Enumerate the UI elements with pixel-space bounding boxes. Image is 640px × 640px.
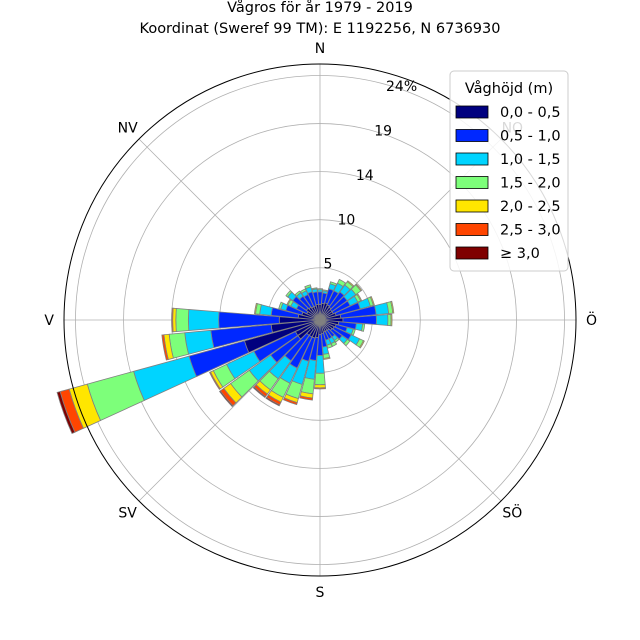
rose-bar-200-5 bbox=[282, 397, 298, 406]
rose-bar-160-3 bbox=[326, 343, 333, 349]
rose-bar-280-4 bbox=[254, 302, 258, 315]
rose-bar-20-3 bbox=[329, 281, 338, 287]
rose-bar-90-4 bbox=[390, 313, 393, 327]
rose-bar-180-2 bbox=[315, 354, 325, 374]
rose-bar-230-6 bbox=[218, 390, 234, 408]
radial-tick-1: 10 bbox=[337, 212, 355, 228]
chart-title: Vågros för år 1979 - 2019 bbox=[227, 0, 413, 16]
radial-tick-4: 24% bbox=[386, 79, 417, 95]
rose-bars bbox=[56, 278, 395, 435]
polar-grid bbox=[64, 64, 576, 576]
direction-label-0: N bbox=[315, 41, 325, 57]
rose-bar-130-3 bbox=[343, 338, 351, 347]
rose-bar-180-5 bbox=[314, 387, 326, 390]
rose-bar-90-2 bbox=[375, 314, 389, 326]
legend-title: Våghöjd (m) bbox=[465, 80, 553, 97]
rose-bar-170-4 bbox=[323, 356, 331, 360]
rose-bar-290-3 bbox=[278, 301, 284, 310]
rose-bar-110-3 bbox=[350, 328, 356, 336]
rose-bar-270-2 bbox=[187, 309, 220, 331]
rose-bar-250-6 bbox=[56, 391, 76, 435]
direction-label-7: NV bbox=[118, 121, 138, 137]
rose-bar-80-4 bbox=[390, 300, 395, 314]
legend-swatch-2 bbox=[455, 152, 489, 166]
rose-bar-60-4 bbox=[356, 293, 363, 302]
legend-swatch-3 bbox=[455, 176, 489, 189]
rose-bar-320-3 bbox=[294, 290, 302, 297]
polar-frame bbox=[63, 63, 577, 577]
rose-bar-0-3 bbox=[317, 288, 323, 291]
legend-label-1: 0,5 - 1,0 bbox=[500, 129, 561, 145]
direction-label-4: S bbox=[316, 585, 325, 601]
rose-bar-260-5 bbox=[161, 334, 169, 361]
radial-tick-3: 19 bbox=[374, 124, 392, 140]
direction-label-2: Ö bbox=[586, 311, 597, 329]
rose-bar-270-3 bbox=[175, 308, 190, 332]
legend: Våghöjd (m) 0,0 - 0,5 0,5 - 1,0 1,0 - 1,5 1… bbox=[449, 70, 569, 272]
legend-swatch-0 bbox=[455, 105, 489, 119]
rose-bar-180-3 bbox=[314, 372, 326, 386]
rose-bar-330-3 bbox=[299, 288, 307, 294]
rose-bar-150-3 bbox=[330, 340, 338, 347]
legend-label-2: 1,0 - 1,5 bbox=[500, 152, 561, 168]
legend-swatch-5 bbox=[455, 223, 489, 236]
rose-bar-190-5 bbox=[299, 395, 314, 401]
legend-swatch-4 bbox=[455, 199, 489, 213]
rose-bar-10-3 bbox=[322, 289, 329, 293]
rose-bar-70-4 bbox=[369, 295, 375, 306]
rose-bar-210-6 bbox=[265, 396, 281, 407]
radial-tick-2: 14 bbox=[356, 168, 374, 184]
rose-bar-340-3 bbox=[304, 284, 312, 290]
grid-spoke-135 bbox=[319, 319, 502, 502]
rose-bar-80-2 bbox=[374, 302, 390, 316]
rose-bar-300-4 bbox=[286, 298, 292, 306]
legend-label-5: 2,5 - 3,0 bbox=[500, 223, 561, 239]
rose-bar-30-3 bbox=[336, 278, 347, 288]
rose-bar-240-5 bbox=[209, 371, 221, 390]
legend-items: 0,0 - 0,5 0,5 - 1,0 1,0 - 1,5 1,5 - 2,0 2,0 … bbox=[455, 105, 561, 262]
rose-bar-280-2 bbox=[259, 304, 273, 316]
legend-label-4: 2,0 - 2,5 bbox=[500, 199, 561, 215]
legend-swatch-1 bbox=[455, 129, 489, 142]
legend-swatch-6 bbox=[455, 246, 489, 260]
legend-box bbox=[449, 70, 569, 272]
direction-label-5: SV bbox=[118, 505, 137, 521]
legend-label-3: 1,5 - 2,0 bbox=[500, 176, 561, 192]
grid-spoke-315 bbox=[138, 138, 321, 321]
radial-tick-0: 5 bbox=[324, 257, 333, 273]
outer-circle bbox=[63, 63, 577, 577]
legend-label-0: 0,0 - 0,5 bbox=[500, 105, 561, 121]
direction-label-6: V bbox=[44, 313, 54, 329]
rose-bar-50-4 bbox=[355, 283, 363, 292]
legend-label-6: ≥ 3,0 bbox=[500, 246, 540, 262]
rose-bar-270-5 bbox=[171, 307, 174, 333]
rose-bar-100-3 bbox=[360, 323, 366, 332]
rose-bar-350-3 bbox=[311, 287, 318, 291]
chart-subtitle: Koordinat (Sweref 99 TM): E 1192256, N 6… bbox=[140, 21, 501, 37]
rose-bar-220-6 bbox=[252, 386, 267, 399]
rose-bar-40-4 bbox=[346, 280, 355, 288]
rose-bar-310-3 bbox=[285, 290, 293, 298]
direction-label-3: SÖ bbox=[502, 503, 522, 521]
rose-bar-250-2 bbox=[133, 355, 198, 402]
rose-bar-120-4 bbox=[359, 340, 365, 349]
